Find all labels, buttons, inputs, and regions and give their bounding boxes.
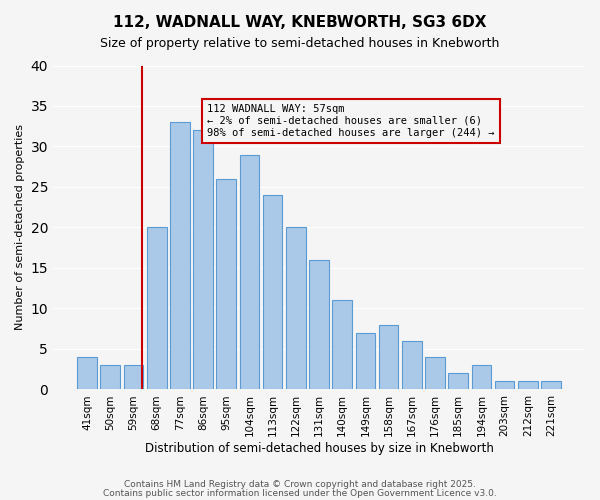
Bar [286, 228, 305, 390]
X-axis label: Distribution of semi-detached houses by size in Knebworth: Distribution of semi-detached houses by … [145, 442, 493, 455]
Y-axis label: Number of semi-detached properties: Number of semi-detached properties [15, 124, 25, 330]
Bar [239, 154, 259, 390]
Bar [193, 130, 213, 390]
Text: Size of property relative to semi-detached houses in Knebworth: Size of property relative to semi-detach… [100, 38, 500, 51]
Bar [472, 365, 491, 390]
Bar [147, 228, 167, 390]
Text: Contains HM Land Registry data © Crown copyright and database right 2025.: Contains HM Land Registry data © Crown c… [124, 480, 476, 489]
Bar [356, 333, 375, 390]
Bar [541, 382, 561, 390]
Bar [379, 324, 398, 390]
Text: 112, WADNALL WAY, KNEBWORTH, SG3 6DX: 112, WADNALL WAY, KNEBWORTH, SG3 6DX [113, 15, 487, 30]
Bar [100, 365, 120, 390]
Bar [495, 382, 514, 390]
Bar [518, 382, 538, 390]
Text: Contains public sector information licensed under the Open Government Licence v3: Contains public sector information licen… [103, 488, 497, 498]
Bar [448, 374, 468, 390]
Bar [332, 300, 352, 390]
Bar [217, 179, 236, 390]
Bar [77, 357, 97, 390]
Bar [124, 365, 143, 390]
Bar [309, 260, 329, 390]
Text: 112 WADNALL WAY: 57sqm
← 2% of semi-detached houses are smaller (6)
98% of semi-: 112 WADNALL WAY: 57sqm ← 2% of semi-deta… [208, 104, 495, 138]
Bar [425, 357, 445, 390]
Bar [263, 195, 283, 390]
Bar [402, 341, 422, 390]
Bar [170, 122, 190, 390]
